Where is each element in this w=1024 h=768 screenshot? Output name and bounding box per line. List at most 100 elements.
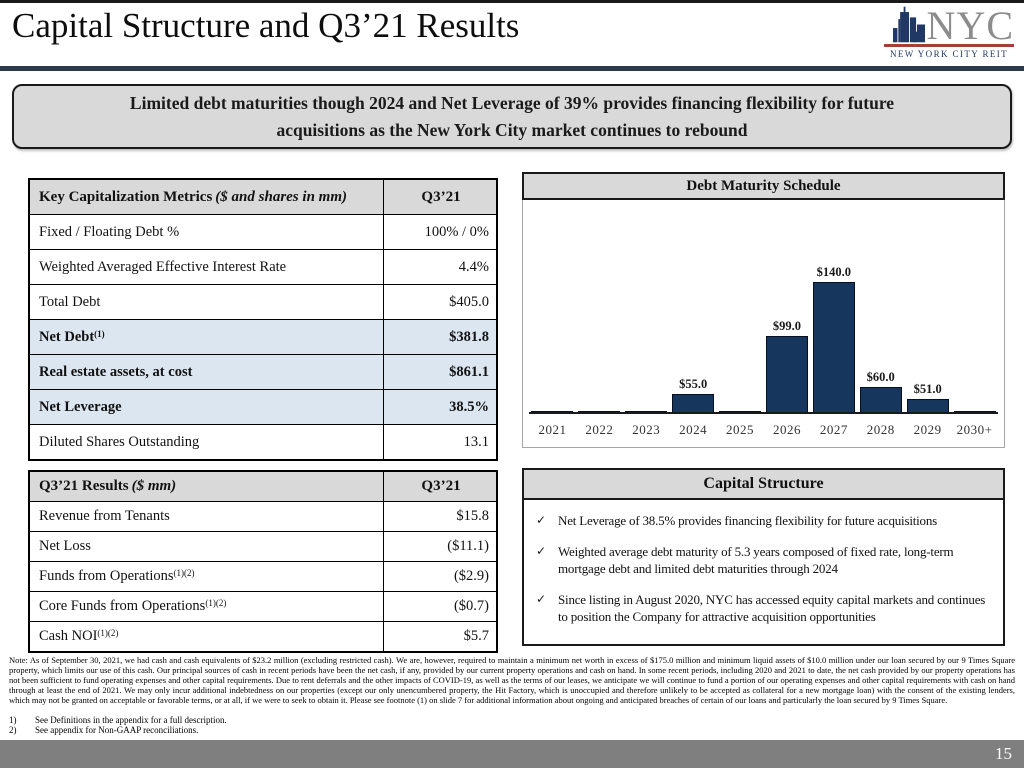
bullet-text: Weighted average debt maturity of 5.3 ye… <box>558 543 954 577</box>
chart-bar-value-label: $51.0 <box>913 382 942 396</box>
nyc-skyline-icon <box>892 6 925 43</box>
chart-bar: $51.0 <box>906 382 949 413</box>
row-value: $861.1 <box>383 354 498 390</box>
x-axis-line <box>529 412 998 414</box>
row-sup: (1)(2) <box>205 598 227 608</box>
cap-table-title: Key Capitalization Metrics <box>39 188 213 205</box>
table-row: Revenue from Tenants $15.8 <box>28 501 498 532</box>
table-row: Cash NOI(1)(2) $5.7 <box>28 621 498 653</box>
table-row-highlighted: Net Leverage 38.5% <box>28 389 498 425</box>
chart-x-tick-label: 2023 <box>632 422 661 437</box>
results-table-units: ($ mm) <box>131 478 177 494</box>
row-value: $15.8 <box>383 501 498 532</box>
page-number: 15 <box>995 744 1012 763</box>
row-label: Fixed / Floating Debt % <box>39 223 180 240</box>
chart-bar-slot: $60.0 <box>857 370 904 413</box>
chart-bar-value-label: $99.0 <box>772 319 801 333</box>
row-label: Revenue from Tenants <box>39 508 170 524</box>
footer-bar: 15 <box>0 740 1024 768</box>
chart-x-tick-label: 2028 <box>866 422 895 437</box>
bullet-text: Since listing in August 2020, NYC has ac… <box>558 591 986 625</box>
row-value: $405.0 <box>383 284 498 320</box>
row-label: Diluted Shares Outstanding <box>39 433 200 450</box>
chart-x-tick-label: 2027 <box>819 422 848 437</box>
footnote-item: 1) See Definitions in the appendix for a… <box>9 715 1015 726</box>
table-row: Weighted Averaged Effective Interest Rat… <box>28 249 498 285</box>
table-row: Diluted Shares Outstanding 13.1 <box>28 424 498 461</box>
row-value: ($0.7) <box>383 591 498 622</box>
table-row-highlighted: Real estate assets, at cost $861.1 <box>28 354 498 390</box>
company-logo: NYC NEW YORK CITY REIT <box>884 6 1014 59</box>
debt-maturity-plot: 2021 2022 2023 $55.0 2024 2025 $99.0 2026 $140.0… <box>529 200 998 447</box>
logo-text: NYC <box>926 3 1014 49</box>
row-value: $5.7 <box>383 621 498 653</box>
results-table-period: Q3’21 <box>383 470 498 502</box>
cap-table-period: Q3’21 <box>383 178 498 215</box>
chart-title: Debt Maturity Schedule <box>522 172 1005 200</box>
row-sup: (1)(2) <box>97 628 119 638</box>
table-row: Net Loss ($11.1) <box>28 531 498 562</box>
chart-x-tick-label: 2026 <box>772 422 801 437</box>
bullet-item: ✓ Since listing in August 2020, NYC has a… <box>536 591 993 626</box>
key-capitalization-table: Key Capitalization Metrics ($ and shares … <box>28 178 498 461</box>
chart-bar: $55.0 <box>672 377 715 413</box>
cap-table-title-cell: Key Capitalization Metrics ($ and shares … <box>28 178 384 215</box>
table-header-row: Q3’21 Results ($ mm) Q3’21 <box>28 470 498 502</box>
chart-bar-value-label: $140.0 <box>816 265 852 279</box>
page-title: Capital Structure and Q3’21 Results <box>12 6 520 45</box>
capital-structure-bullets: ✓ Net Leverage of 38.5% provides financin… <box>524 500 1003 644</box>
row-value: $381.8 <box>383 319 498 355</box>
highlight-banner: Limited debt maturities though 2024 and … <box>12 84 1012 149</box>
chart-bar-value-label: $60.0 <box>866 370 895 384</box>
logo-row: NYC <box>884 6 1014 47</box>
chart-bar-slot: $51.0 <box>904 382 951 413</box>
logo-subtext: NEW YORK CITY REIT <box>889 49 1009 59</box>
bullet-item: ✓ Net Leverage of 38.5% provides financin… <box>536 512 993 530</box>
row-label: Net Loss <box>39 538 91 554</box>
table-header-row: Key Capitalization Metrics ($ and shares … <box>28 178 498 215</box>
debt-maturity-chart: 2021 2022 2023 $55.0 2024 2025 $99.0 2026 $140.0… <box>522 200 1005 448</box>
q3-results-table: Q3’21 Results ($ mm) Q3’21 Revenue from T… <box>28 470 498 653</box>
row-label: Core Funds from Operations <box>39 598 206 614</box>
footnote-number: 1) <box>9 715 17 725</box>
row-label: Net Leverage <box>39 398 122 415</box>
chart-bar-slot: $140.0 <box>810 265 857 413</box>
chart-x-tick-label: 2024 <box>679 422 708 437</box>
table-row: Funds from Operations(1)(2) ($2.9) <box>28 561 498 592</box>
chart-x-tick-label: 2029 <box>913 422 942 437</box>
table-row: Core Funds from Operations(1)(2) ($0.7) <box>28 591 498 622</box>
results-table-title: Q3’21 Results <box>39 478 129 494</box>
top-edge-strip <box>0 0 1024 3</box>
row-value: 100% / 0% <box>383 214 498 250</box>
check-icon: ✓ <box>536 591 546 606</box>
bullet-text: Net Leverage of 38.5% provides financing… <box>558 513 938 528</box>
footnote-text: See Definitions in the appendix for a fu… <box>35 715 227 725</box>
chart-bar-slot: $99.0 <box>764 319 811 413</box>
table-row: Fixed / Floating Debt % 100% / 0% <box>28 214 498 250</box>
chart-bar-value-label: $55.0 <box>679 377 708 391</box>
row-value: 38.5% <box>383 389 498 425</box>
chart-x-tick-label: 2022 <box>585 422 614 437</box>
title-divider <box>0 66 1024 71</box>
chart-x-tick-label: 2030+ <box>956 422 993 437</box>
row-value: 4.4% <box>383 249 498 285</box>
chart-bar: $60.0 <box>859 370 902 413</box>
bullet-item: ✓ Weighted average debt maturity of 5.3 y… <box>536 543 993 578</box>
row-sup: (1) <box>94 328 105 339</box>
row-sup: (1)(2) <box>173 568 195 578</box>
chart-x-tick-label: 2021 <box>538 422 567 437</box>
row-label: Cash NOI <box>39 628 98 644</box>
footnote-paragraph: Note: As of September 30, 2021, we had c… <box>9 655 1015 705</box>
capital-structure-title: Capital Structure <box>524 470 1003 500</box>
check-icon: ✓ <box>536 513 546 527</box>
footnote-text: See appendix for Non-GAAP reconciliation… <box>35 725 199 735</box>
chart-bar: $140.0 <box>812 265 855 413</box>
chart-x-tick-label: 2025 <box>726 422 755 437</box>
capital-structure-box: Capital Structure ✓ Net Leverage of 38.5%… <box>522 468 1005 646</box>
row-label: Net Debt <box>39 328 95 345</box>
row-label: Real estate assets, at cost <box>39 363 193 380</box>
row-value: ($2.9) <box>383 561 498 592</box>
banner-text: Limited debt maturities though 2024 and … <box>129 93 895 140</box>
row-label: Weighted Averaged Effective Interest Rat… <box>39 258 287 275</box>
